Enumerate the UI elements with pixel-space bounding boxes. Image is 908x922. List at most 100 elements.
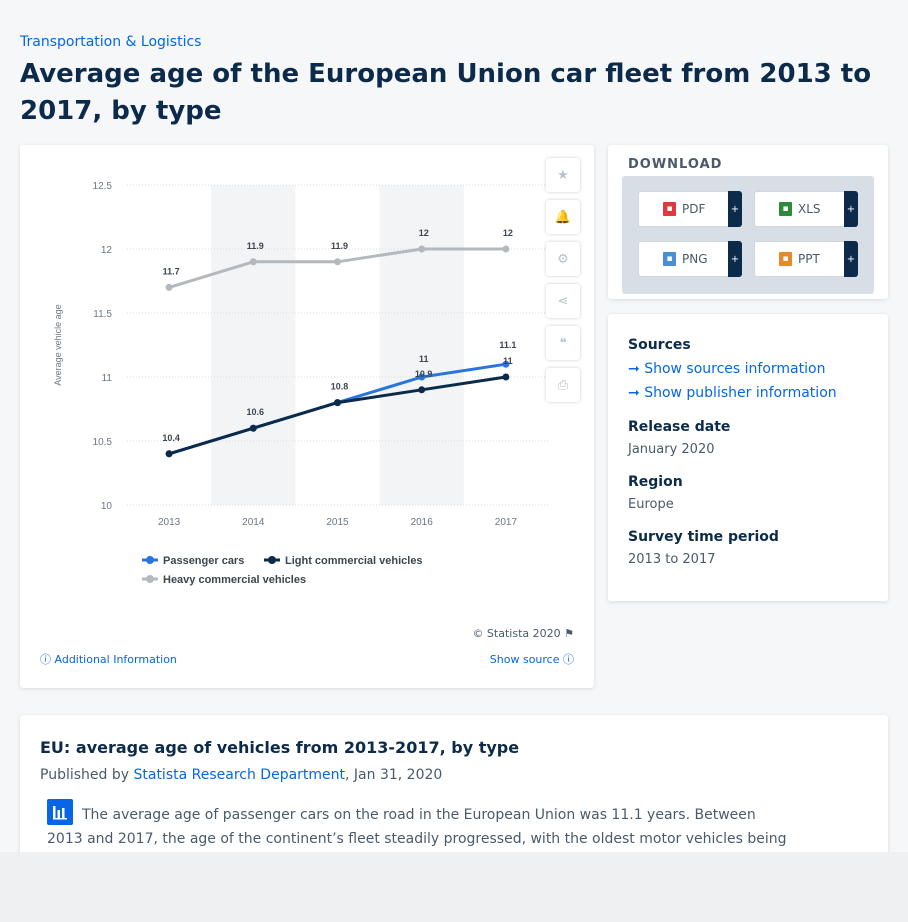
png-icon: ▪ xyxy=(663,252,676,266)
pdf-icon: ▪ xyxy=(663,202,676,216)
sources-label: Sources xyxy=(628,337,691,353)
x-tick-label: 2016 xyxy=(411,517,434,528)
chart-card: 10 10.5 11 11.5 12 12.5 2013 2014 2015 2016 2017 Av… xyxy=(20,145,594,688)
cite-button[interactable]: ❝ xyxy=(546,326,580,360)
plus-icon[interactable]: + xyxy=(728,241,742,277)
region-label: Region xyxy=(628,474,683,490)
data-label: 12 xyxy=(503,228,513,238)
ppt-icon: ▪ xyxy=(779,252,792,266)
data-label: 11.9 xyxy=(247,241,264,251)
y-tick-label: 10 xyxy=(101,501,113,512)
region-value: Europe xyxy=(628,497,674,512)
published-by-text: Published by xyxy=(40,767,133,783)
share-button[interactable]: ⋖ xyxy=(546,284,580,318)
gear-icon: ⚙ xyxy=(557,252,569,267)
download-title: DOWNLOAD xyxy=(628,157,722,172)
download-png-button[interactable]: ▪ PNG + xyxy=(638,241,742,277)
info-icon: ⓘ xyxy=(563,653,574,666)
download-ppt-button[interactable]: ▪ PPT + xyxy=(754,241,858,277)
show-publisher-link[interactable]: ➞ Show publisher information xyxy=(628,385,837,401)
copyright-text: © Statista 2020 xyxy=(472,627,560,640)
y-tick-label: 10.5 xyxy=(93,437,113,448)
notification-button[interactable]: 🔔 xyxy=(546,200,580,234)
quote-icon: ❝ xyxy=(560,336,567,351)
plus-icon[interactable]: + xyxy=(844,191,858,227)
column-band xyxy=(211,185,295,505)
data-label: 10.8 xyxy=(331,382,349,392)
data-point xyxy=(418,246,425,253)
data-label: 10.4 xyxy=(162,433,180,443)
share-icon: ⋖ xyxy=(558,294,569,309)
x-tick-label: 2015 xyxy=(326,517,349,528)
data-label: 11.7 xyxy=(163,266,180,276)
data-point xyxy=(166,450,173,457)
printer-icon: ⎙ xyxy=(558,378,568,393)
info-icon: ⓘ xyxy=(40,653,51,666)
article-title: EU: average age of vehicles from 2013-20… xyxy=(40,738,519,757)
data-point xyxy=(250,258,257,265)
pdf-label: PDF xyxy=(682,202,705,216)
arrow-right-icon: ➞ xyxy=(628,385,640,401)
copyright: © Statista 2020 ⚑ xyxy=(472,627,574,640)
data-point xyxy=(418,386,425,393)
survey-period-value: 2013 to 2017 xyxy=(628,552,715,567)
info-card: Sources ➞ Show sources information ➞ Sho… xyxy=(608,314,888,601)
data-point xyxy=(334,258,341,265)
show-sources-link[interactable]: ➞ Show sources information xyxy=(628,361,825,377)
data-point xyxy=(250,425,257,432)
y-tick-label: 11.5 xyxy=(93,309,112,320)
breadcrumb[interactable]: Transportation & Logistics xyxy=(20,34,201,50)
additional-info-link[interactable]: ⓘ Additional Information xyxy=(40,651,177,667)
legend-marker xyxy=(146,575,154,583)
data-label: 11.9 xyxy=(331,241,348,251)
star-icon: ★ xyxy=(557,168,569,183)
show-source-link[interactable]: Show source ⓘ xyxy=(490,651,574,667)
data-point xyxy=(334,399,341,406)
download-xls-button[interactable]: ▪ XLS + xyxy=(754,191,858,227)
xls-icon: ▪ xyxy=(779,202,792,216)
data-label: 10.9 xyxy=(415,369,433,379)
y-tick-label: 12 xyxy=(101,245,113,256)
flag-icon[interactable]: ⚑ xyxy=(564,627,574,640)
x-tick-label: 2017 xyxy=(495,517,518,528)
legend-marker xyxy=(268,556,276,564)
ppt-label: PPT xyxy=(798,252,820,266)
download-pdf-button[interactable]: ▪ PDF + xyxy=(638,191,742,227)
survey-period-label: Survey time period xyxy=(628,529,779,545)
show-publisher-text: Show publisher information xyxy=(644,385,836,401)
download-card: DOWNLOAD ▪ PDF + ▪ XLS + ▪ PNG + ▪ PPT + xyxy=(608,145,888,299)
release-date-value: January 2020 xyxy=(628,442,715,457)
bell-icon: 🔔 xyxy=(555,210,571,225)
arrow-right-icon: ➞ xyxy=(628,361,640,377)
favorite-button[interactable]: ★ xyxy=(546,158,580,192)
y-axis-label: Average vehicle age xyxy=(53,304,63,385)
legend-label: Light commercial vehicles xyxy=(285,555,423,567)
data-point xyxy=(502,374,509,381)
line-chart: 10 10.5 11 11.5 12 12.5 2013 2014 2015 2016 2017 Av… xyxy=(20,145,594,615)
xls-label: XLS xyxy=(798,202,821,216)
x-tick-label: 2013 xyxy=(158,517,181,528)
chart-toolbar: ★ 🔔 ⚙ ⋖ ❝ ⎙ xyxy=(546,158,580,410)
publish-date: , Jan 31, 2020 xyxy=(345,767,442,783)
print-button[interactable]: ⎙ xyxy=(546,368,580,402)
data-label: 10.6 xyxy=(247,407,265,417)
bottom-bar xyxy=(0,852,908,922)
release-date-label: Release date xyxy=(628,419,730,435)
plus-icon[interactable]: + xyxy=(844,241,858,277)
show-sources-text: Show sources information xyxy=(644,361,825,377)
legend-label: Heavy commercial vehicles xyxy=(163,574,306,586)
data-point xyxy=(502,246,509,253)
data-label: 11 xyxy=(503,356,513,366)
publisher-link[interactable]: Statista Research Department xyxy=(133,767,345,783)
settings-button[interactable]: ⚙ xyxy=(546,242,580,276)
show-source-text: Show source xyxy=(490,653,560,666)
download-box: ▪ PDF + ▪ XLS + ▪ PNG + ▪ PPT + xyxy=(622,176,874,294)
data-label: 11 xyxy=(419,354,429,364)
data-point xyxy=(166,284,173,291)
page-title: Average age of the European Union car fl… xyxy=(20,56,895,130)
legend-marker xyxy=(146,556,154,564)
y-tick-label: 12.5 xyxy=(93,181,113,192)
plus-icon[interactable]: + xyxy=(728,191,742,227)
article-card: EU: average age of vehicles from 2013-20… xyxy=(20,715,888,875)
y-tick-label: 11 xyxy=(102,373,113,384)
